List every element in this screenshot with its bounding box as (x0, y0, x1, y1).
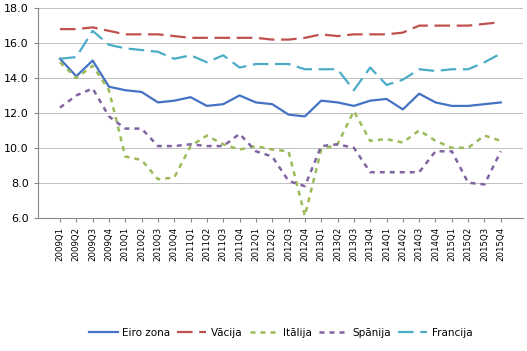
Legend: Eiro zona, Vācija, Itālija, Spānija, Francija: Eiro zona, Vācija, Itālija, Spānija, Fra… (84, 324, 476, 342)
